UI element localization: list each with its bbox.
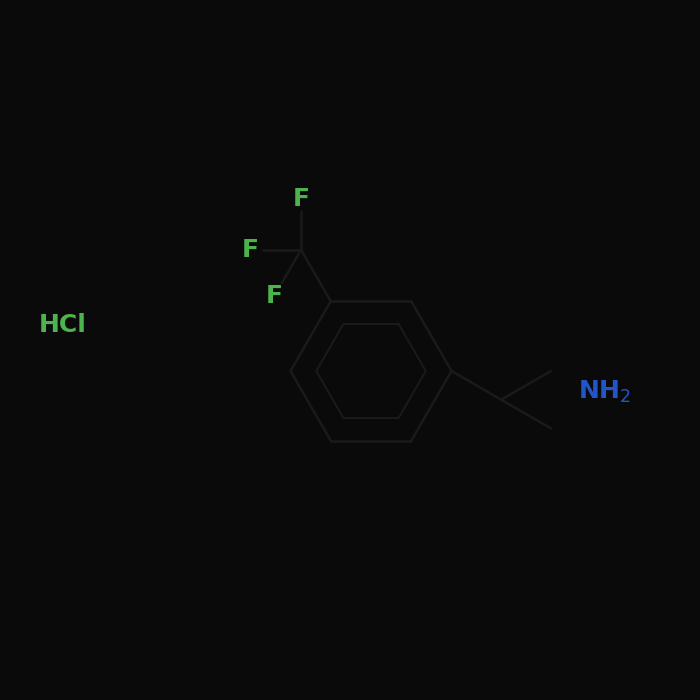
Text: F: F xyxy=(266,284,284,308)
Text: NH$_2$: NH$_2$ xyxy=(578,379,630,405)
Text: F: F xyxy=(241,238,258,262)
Text: F: F xyxy=(293,187,309,211)
Text: HCl: HCl xyxy=(38,314,86,337)
